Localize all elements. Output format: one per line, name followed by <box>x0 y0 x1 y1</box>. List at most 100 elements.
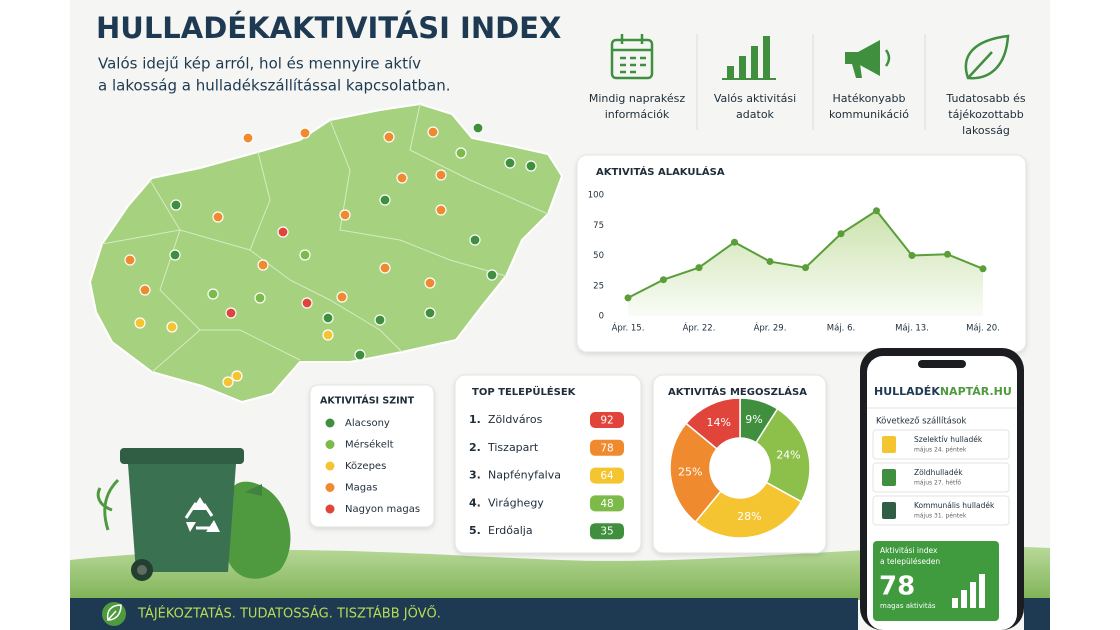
donut-slice <box>685 397 741 450</box>
point <box>979 265 987 273</box>
legend-label: Magas <box>345 483 377 494</box>
line-area <box>628 210 983 316</box>
map-dot <box>207 288 219 300</box>
map-dot <box>242 132 254 144</box>
legend-label: Nagyon magas <box>345 504 420 515</box>
donut-slice <box>669 422 722 523</box>
map-dot <box>277 226 289 238</box>
line-panel <box>576 154 1027 353</box>
line-title: AKTIVITÁS ALAKULÁSA <box>596 165 725 178</box>
settlement-name: Napfényfalva <box>488 469 561 482</box>
rank: 4. <box>469 496 481 509</box>
calendar-icon <box>620 56 646 74</box>
rank: 1. <box>469 413 481 426</box>
map-dot <box>257 259 269 271</box>
map-dot <box>124 254 136 266</box>
point <box>802 264 809 272</box>
feature-label: kommunikáció <box>829 108 909 121</box>
map-dot <box>374 314 386 326</box>
calendar-icon <box>610 38 654 80</box>
point <box>624 294 632 302</box>
x-tick-label: Máj. 20. <box>966 324 1000 334</box>
y-tick-label: 0 <box>599 312 604 322</box>
map-dots <box>124 122 537 388</box>
pickup-title: Szelektív hulladék <box>914 435 983 444</box>
map-dot <box>301 297 313 309</box>
rank: 5. <box>469 524 481 537</box>
slice-label: 9% <box>745 413 762 426</box>
map-dot <box>427 126 439 138</box>
map-dot <box>379 262 391 274</box>
legend-swatch <box>325 440 335 449</box>
legend-panel <box>309 384 435 528</box>
map-dot <box>469 234 481 246</box>
score: 48 <box>600 498 613 510</box>
map-dot <box>299 127 311 139</box>
footer-text: TÁJÉKOZTATÁS. TUDATOSSÁG. TISZTÁBB JÖVŐ. <box>137 605 441 622</box>
y-tick-label: 100 <box>588 191 604 201</box>
map-dot <box>379 194 391 206</box>
donut-slice <box>694 481 803 539</box>
legend-label: Mérsékelt <box>345 439 394 451</box>
map-dot <box>455 147 467 159</box>
subtitle-line: Valós idejű kép arról, hol és mennyire a… <box>98 55 421 73</box>
score: 35 <box>600 526 613 538</box>
y-tick-label: 25 <box>593 281 604 291</box>
pickup-icon <box>882 502 896 519</box>
top-title: TOP TELEPÜLÉSEK <box>472 384 577 398</box>
map-dot <box>486 269 498 281</box>
score-badge <box>590 467 624 484</box>
map-dot <box>170 199 182 211</box>
subtitle-line: a lakosság a hulladékszállítással kapcso… <box>98 77 451 95</box>
map-dot <box>424 307 436 319</box>
map-dot <box>383 131 395 143</box>
pickup-icon <box>882 436 896 453</box>
map-regions <box>101 103 549 373</box>
point <box>660 276 667 284</box>
rank: 3. <box>469 469 481 482</box>
map-dot <box>222 376 234 388</box>
megaphone-icon <box>845 40 880 76</box>
score-badge <box>590 412 624 428</box>
megaphone-icon <box>884 49 891 67</box>
map-dot <box>254 292 266 304</box>
pickup-title: Zöldhulladék <box>914 468 963 477</box>
x-tick-label: Ápr. 29. <box>754 322 787 334</box>
map-dot <box>299 249 311 261</box>
logo-part: NAPTÁR.HU <box>940 385 1012 398</box>
map-dot <box>525 160 537 172</box>
index-label: Aktivitási index <box>880 546 938 555</box>
pickup-card <box>872 462 1010 493</box>
pickup-title: Kommunális hulladék <box>914 501 995 510</box>
feature-dividers <box>696 34 926 130</box>
legend-title: AKTIVITÁSI SZINT <box>320 395 415 407</box>
point <box>908 252 916 259</box>
pickup-card <box>872 495 1010 526</box>
donut-slice <box>755 407 811 503</box>
phone-logo: HULLADÉKNAPTÁR.HU <box>874 385 1012 398</box>
leaf-icon <box>964 34 1010 80</box>
feature-label: tájékozottabb <box>948 108 1023 121</box>
settlement-name: Virághegy <box>488 496 544 509</box>
map-dot <box>139 284 151 296</box>
feature-label: lakosság <box>962 124 1010 137</box>
point <box>837 230 845 238</box>
map-dot <box>336 291 348 303</box>
pie-title: AKTIVITÁS MEGOSZLÁSA <box>668 385 807 398</box>
phone-notch <box>918 360 966 368</box>
map-dot <box>504 157 516 169</box>
pickup-card <box>872 429 1010 460</box>
map-dot <box>354 349 366 361</box>
map-dot <box>435 204 447 216</box>
legend-label: Közepes <box>345 461 386 472</box>
point <box>766 258 774 266</box>
slice-label: 25% <box>678 466 702 479</box>
footer-icon <box>106 604 122 621</box>
phone: HULLADÉKNAPTÁR.HU Következő szállítások … <box>860 348 1024 630</box>
map-dot <box>472 122 484 134</box>
index-card <box>873 541 999 621</box>
point <box>873 207 880 215</box>
map-dot <box>225 307 237 319</box>
